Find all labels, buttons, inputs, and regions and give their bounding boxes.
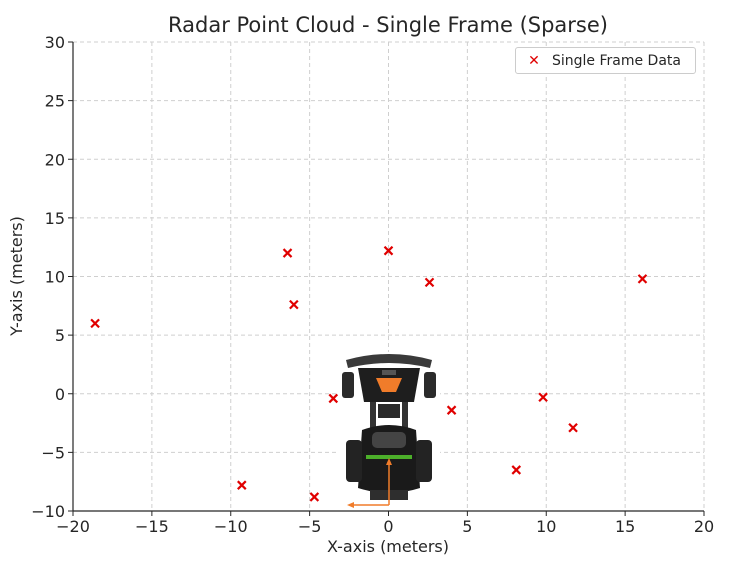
chart-title: Radar Point Cloud - Single Frame (Sparse…: [168, 13, 608, 37]
y-tick-label: 30: [45, 33, 65, 52]
data-point: [328, 393, 339, 404]
legend-label: Single Frame Data: [552, 52, 681, 69]
data-point: [237, 480, 247, 490]
x-tick-label: −15: [135, 517, 169, 536]
x-tick-label: −10: [214, 517, 248, 536]
x-tick-label: 10: [536, 517, 556, 536]
x-tick-label: 5: [462, 517, 472, 536]
x-tick-label: 20: [694, 517, 714, 536]
data-point: [446, 405, 457, 415]
data-point: [282, 248, 293, 258]
y-tick-label: 10: [45, 268, 65, 287]
axes: −20 −15 −10 −5 0 5 10 15 20 −10 −5 0 5 10 15 20 25 30: [31, 33, 714, 536]
data-point: [637, 274, 648, 284]
y-tick-label: −10: [31, 502, 65, 521]
y-tick-label: 0: [55, 385, 65, 404]
data-point: [424, 277, 435, 288]
y-tick-label: 15: [45, 209, 65, 228]
grid: [72, 41, 705, 512]
y-axis-label: Y-axis (meters): [7, 216, 26, 337]
data-point: [538, 392, 548, 403]
x-tick-label: 15: [615, 517, 635, 536]
y-tick-label: 25: [45, 92, 65, 111]
legend-marker-x-icon: ✕: [528, 52, 540, 69]
data-point: [383, 245, 394, 256]
y-tick-label: 20: [45, 150, 65, 169]
data-point: [568, 422, 578, 433]
y-tick-label: 5: [55, 326, 65, 345]
legend: ✕ Single Frame Data: [515, 47, 696, 74]
data-points: [90, 245, 648, 502]
vehicle-topdown-icon: [338, 352, 440, 510]
y-tick-label: −5: [41, 443, 65, 462]
x-tick-label: 0: [383, 517, 393, 536]
data-point: [289, 299, 299, 310]
data-point: [90, 318, 100, 329]
data-point: [511, 465, 522, 475]
data-point: [309, 492, 320, 502]
x-tick-label: −20: [56, 517, 90, 536]
x-tick-label: −5: [298, 517, 322, 536]
x-axis-label: X-axis (meters): [327, 537, 449, 556]
